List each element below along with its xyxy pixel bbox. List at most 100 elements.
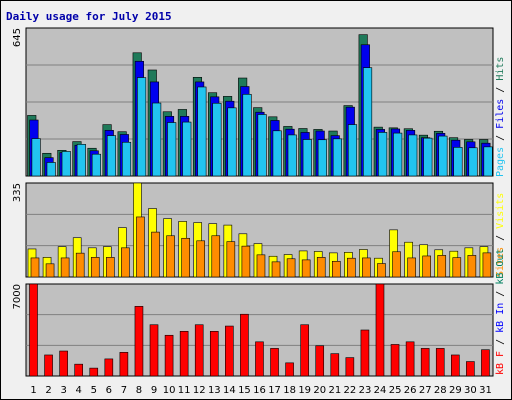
x-tick-label: 8 <box>136 385 142 396</box>
x-tick-label: 14 <box>223 385 236 396</box>
y-max-label-kbytes: 7000 <box>12 284 23 309</box>
x-tick-label: 13 <box>208 385 221 396</box>
kbytes-bar <box>149 324 159 377</box>
legend-entry: Hits <box>495 57 506 81</box>
kbytes-bar <box>270 348 279 377</box>
kbytes-bar <box>285 362 294 377</box>
pages-bar <box>363 67 373 177</box>
sites-bar <box>286 258 296 278</box>
sites-bar <box>30 257 40 278</box>
legend-entry: / <box>495 229 506 247</box>
pages-bar <box>76 144 86 177</box>
x-tick-label: 17 <box>268 385 281 396</box>
pages-bar <box>31 138 41 177</box>
x-tick-label: 30 <box>464 385 477 396</box>
legend-entry: / <box>495 81 506 99</box>
kbytes-bar <box>179 331 189 377</box>
x-tick-label: 31 <box>479 385 492 396</box>
x-tick-label: 7 <box>121 385 127 396</box>
sites-bar <box>331 260 341 278</box>
pages-bar <box>317 139 327 177</box>
pages-bar <box>152 102 162 177</box>
x-tick-label: 29 <box>449 385 462 396</box>
pages-bar <box>423 137 433 177</box>
x-tick-label: 2 <box>45 385 51 396</box>
sites-bar <box>392 251 401 278</box>
legend-entry: / <box>495 129 506 147</box>
kbytes-bar <box>466 361 475 377</box>
kbytes-bar <box>89 367 99 377</box>
kbytes-bar <box>481 349 490 377</box>
pages-bar <box>212 102 222 177</box>
x-tick-label: 18 <box>283 385 296 396</box>
kbytes-bar <box>390 344 400 377</box>
pages-bar <box>332 138 342 177</box>
x-tick-label: 27 <box>419 385 432 396</box>
kbytes-bar <box>29 283 38 377</box>
legend-entry: kB In <box>495 303 506 333</box>
sites-bar <box>196 240 206 278</box>
pages-bar <box>483 146 493 177</box>
x-tick-label: 1 <box>30 385 36 396</box>
x-tick-label: 19 <box>298 385 311 396</box>
sites-bar <box>151 231 160 278</box>
legend-entry: kB F <box>495 351 506 375</box>
kbytes-bar <box>209 331 219 377</box>
pages-bar <box>46 162 56 177</box>
panel-kbytes <box>25 283 494 377</box>
kbytes-bar <box>194 324 204 377</box>
pages-bar <box>393 132 403 177</box>
pages-bar <box>257 114 267 177</box>
sites-bar <box>467 255 477 278</box>
kbytes-bar <box>420 348 430 377</box>
x-tick-label: 25 <box>389 385 402 396</box>
sites-bar <box>452 257 462 278</box>
x-tick-label: 24 <box>374 385 387 396</box>
y-max-label-visits: 335 <box>12 183 23 202</box>
pages-bar <box>182 121 192 177</box>
x-tick-label: 20 <box>313 385 326 396</box>
sites-bar <box>316 257 326 278</box>
sites-bar <box>136 216 145 278</box>
sites-bar <box>347 257 356 278</box>
x-tick-label: 3 <box>60 385 66 396</box>
kbytes-bar <box>300 324 309 377</box>
x-tick-label: 26 <box>404 385 417 396</box>
kbytes-bar <box>405 341 415 377</box>
sites-bar <box>482 252 492 278</box>
sites-bar <box>271 261 281 278</box>
kbytes-bar <box>74 363 83 377</box>
x-axis-day-labels: 1 2 3 4 5 6 7 8 9 10 11 12 13 14 15 16 17 18 19 20 21 22 23 24 2… <box>30 385 491 396</box>
sites-bar <box>121 247 130 278</box>
kbytes-bar <box>59 350 68 377</box>
sites-bar <box>256 254 266 278</box>
kbytes-bar <box>435 348 445 377</box>
legend-hits-files-pages: Pages / Files / Hits <box>495 57 506 177</box>
x-tick-label: 21 <box>328 385 341 396</box>
x-tick-label: 28 <box>434 385 447 396</box>
kbytes-bar <box>134 306 144 377</box>
sites-bar <box>45 263 55 278</box>
kbytes-bar <box>164 334 174 377</box>
pages-bar <box>227 107 237 177</box>
x-tick-label: 9 <box>151 385 157 396</box>
x-tick-label: 10 <box>163 385 176 396</box>
legend-entry: kB Out <box>495 249 506 285</box>
kbytes-bar <box>225 325 234 377</box>
legend-entry: Files <box>495 99 506 129</box>
pages-bar <box>302 139 312 177</box>
pages-bar <box>121 141 132 177</box>
pages-bar <box>287 134 297 177</box>
x-tick-label: 12 <box>193 385 206 396</box>
sites-bar <box>241 245 251 278</box>
legend-visits-sites: Sites / Visits <box>495 193 506 277</box>
kbytes-bar <box>451 354 460 377</box>
pages-bar <box>167 122 177 177</box>
kbytes-bar <box>345 357 355 377</box>
sites-bar <box>90 257 100 278</box>
sites-bar <box>106 257 115 278</box>
pages-bar <box>197 86 207 177</box>
legend-entry: Pages <box>495 147 506 177</box>
legend-entry: Visits <box>495 193 506 229</box>
